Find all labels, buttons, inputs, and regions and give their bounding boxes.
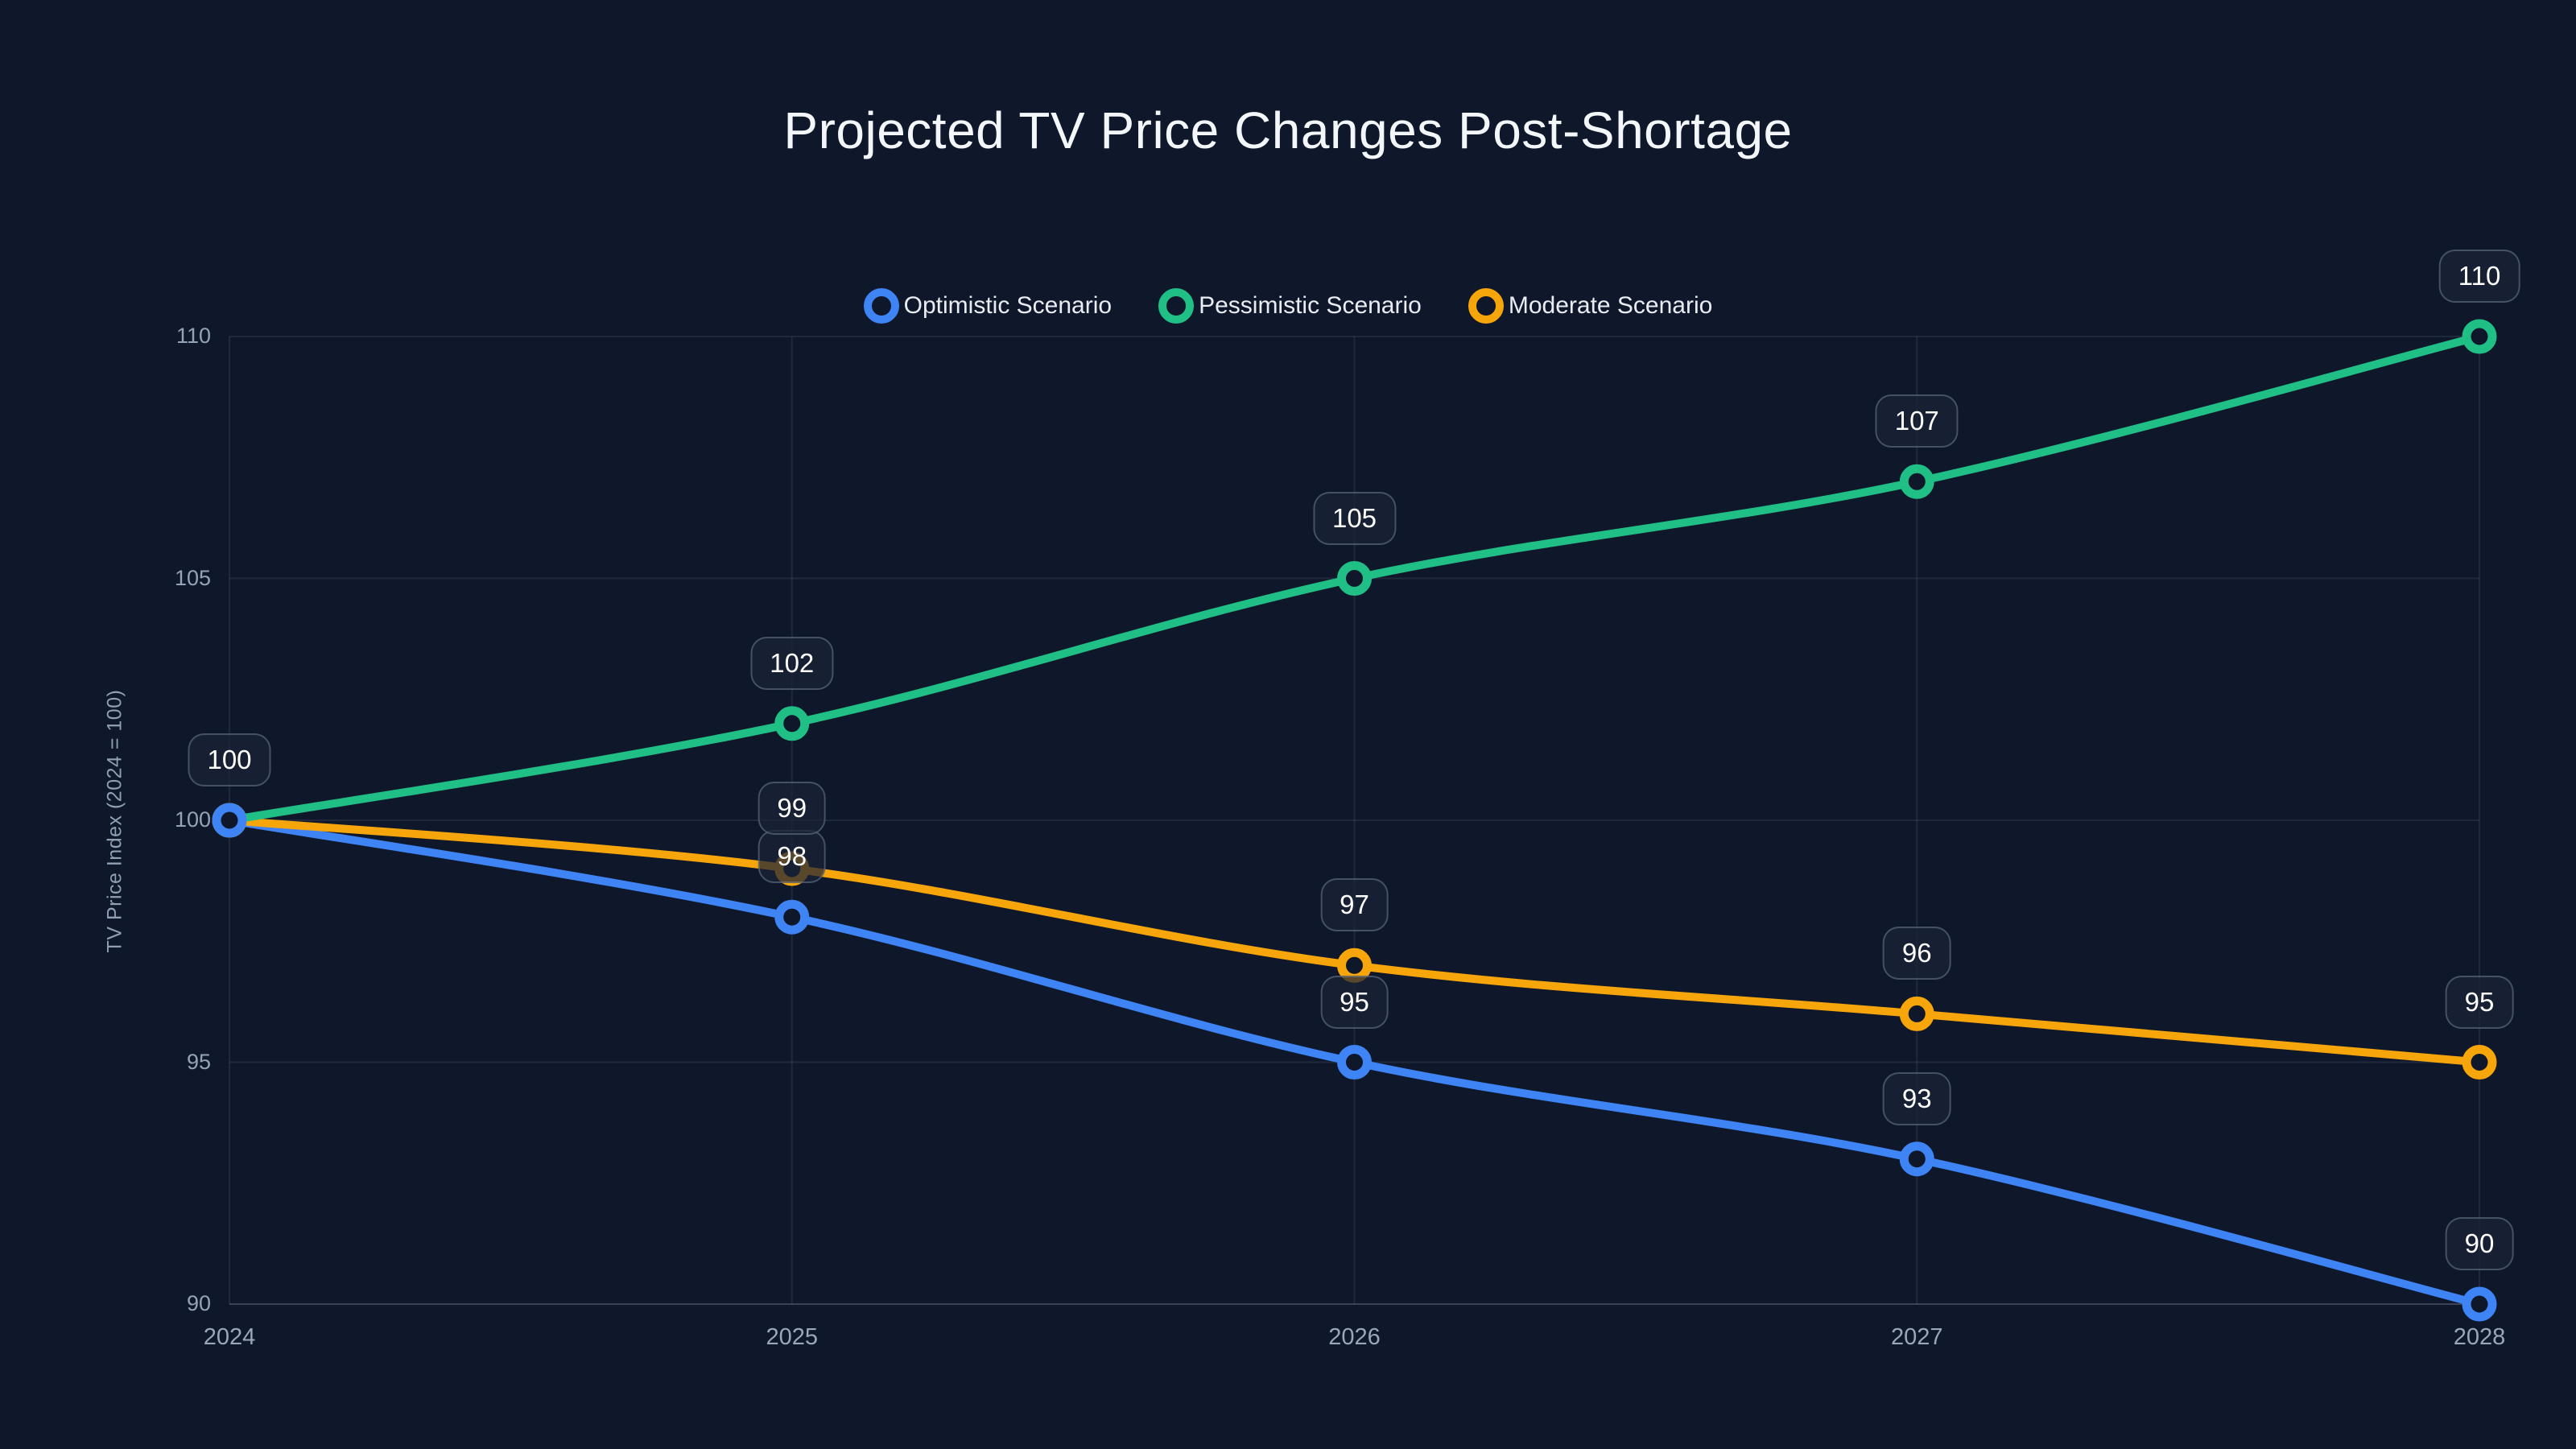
data-point-marker[interactable] [1337, 561, 1372, 596]
point-value-label: 93 [1882, 1071, 1951, 1125]
chart-title: Projected TV Price Changes Post-Shortage [783, 101, 1793, 159]
data-point-marker[interactable] [1899, 1141, 1934, 1177]
point-value-label: 99 [758, 782, 827, 836]
point-value-label: 100 [188, 733, 271, 786]
legend-item-pessimistic[interactable]: Pessimistic Scenario [1158, 288, 1422, 324]
data-point-marker[interactable] [212, 803, 247, 838]
x-axis-tick-label: 2025 [766, 1324, 819, 1350]
x-axis-tick-label: 2027 [1890, 1324, 1943, 1350]
point-value-label: 95 [1320, 975, 1389, 1029]
y-axis-tick-label: 110 [175, 324, 211, 348]
point-value-label: 98 [758, 830, 827, 884]
point-value-label: 107 [1875, 394, 1959, 448]
data-point-marker[interactable] [1337, 1045, 1372, 1080]
point-value-label: 110 [2438, 250, 2520, 303]
point-value-label: 105 [1312, 491, 1397, 545]
legend-marker-optimistic-icon [863, 288, 899, 324]
legend-item-moderate[interactable]: Moderate Scenario [1468, 288, 1712, 324]
legend-marker-moderate-icon [1468, 288, 1504, 324]
legend-item-optimistic[interactable]: Optimistic Scenario [863, 288, 1113, 324]
data-point-marker[interactable] [2462, 1286, 2497, 1322]
x-axis-tick-label: 2026 [1328, 1324, 1381, 1350]
y-axis-tick-label: 95 [186, 1049, 211, 1074]
legend-marker-pessimistic-icon [1158, 288, 1195, 324]
point-value-label: 102 [750, 636, 834, 690]
x-axis-tick-label: 2028 [2453, 1324, 2506, 1350]
point-value-label: 90 [2445, 1217, 2514, 1270]
y-axis-tick-label: 100 [174, 807, 211, 832]
data-point-marker[interactable] [774, 706, 810, 741]
data-point-marker[interactable] [2462, 1045, 2497, 1080]
point-value-label: 96 [1882, 927, 1951, 980]
point-value-label: 97 [1320, 878, 1389, 932]
data-point-marker[interactable] [774, 899, 810, 935]
point-value-label: 95 [2445, 975, 2514, 1029]
data-point-marker[interactable] [2462, 319, 2497, 354]
data-point-marker[interactable] [1899, 996, 1934, 1031]
legend: Optimistic Scenario Pessimistic Scenario… [0, 288, 2576, 324]
legend-label-optimistic: Optimistic Scenario [903, 292, 1113, 319]
data-point-marker[interactable] [1899, 464, 1934, 499]
y-axis-tick-label: 105 [174, 565, 211, 590]
y-axis-tick-label: 90 [186, 1291, 211, 1315]
x-axis-tick-label: 2024 [203, 1324, 256, 1350]
legend-label-pessimistic: Pessimistic Scenario [1199, 292, 1422, 319]
data-point-marker[interactable] [1337, 947, 1372, 983]
legend-label-moderate: Moderate Scenario [1508, 292, 1713, 319]
